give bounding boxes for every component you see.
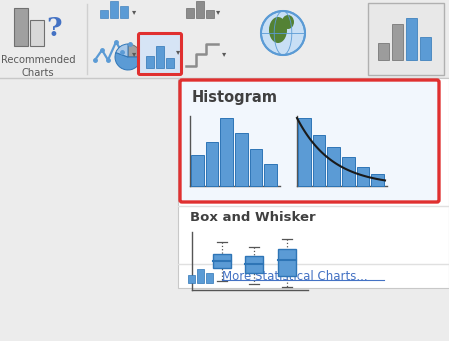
Bar	[197, 269, 204, 283]
Bar	[406, 18, 417, 60]
Bar	[178, 78, 449, 288]
Bar	[206, 273, 213, 283]
Text: ▾: ▾	[216, 8, 220, 16]
Text: Histogram: Histogram	[192, 90, 278, 105]
Text: ▾: ▾	[176, 47, 180, 57]
Circle shape	[261, 11, 305, 55]
Bar	[191, 155, 204, 186]
Bar	[420, 37, 431, 60]
Text: More Statistical Charts...: More Statistical Charts...	[222, 269, 368, 282]
Bar	[313, 135, 326, 186]
Wedge shape	[116, 44, 128, 57]
Text: ▾: ▾	[222, 49, 226, 59]
Bar	[378, 43, 389, 60]
Bar	[0, 0, 449, 78]
Bar	[30, 20, 44, 46]
Text: ▾: ▾	[132, 8, 136, 16]
Bar	[327, 147, 340, 186]
FancyBboxPatch shape	[138, 33, 181, 74]
Bar	[368, 3, 444, 75]
FancyBboxPatch shape	[180, 80, 439, 202]
Bar	[110, 1, 118, 18]
Bar	[357, 167, 370, 186]
Text: ▾: ▾	[132, 49, 136, 59]
Bar	[220, 118, 233, 186]
Bar	[120, 6, 128, 18]
Text: ?: ?	[46, 15, 62, 41]
Ellipse shape	[269, 17, 287, 43]
Bar	[371, 174, 384, 186]
Wedge shape	[128, 44, 141, 57]
Ellipse shape	[282, 15, 294, 29]
Bar	[156, 46, 164, 68]
Bar	[342, 158, 355, 186]
Bar	[100, 10, 108, 18]
Bar	[196, 1, 204, 18]
Bar	[235, 133, 248, 186]
Bar	[188, 275, 195, 283]
Bar	[166, 58, 174, 68]
Bar	[245, 256, 263, 272]
Text: Recommended
Charts: Recommended Charts	[1, 55, 75, 78]
Bar	[14, 8, 28, 46]
Text: Box and Whisker: Box and Whisker	[190, 211, 316, 224]
Text: ▾: ▾	[141, 53, 145, 61]
Bar	[146, 56, 154, 68]
Bar	[186, 8, 194, 18]
Bar	[298, 118, 311, 186]
Bar	[250, 149, 262, 186]
Bar	[206, 142, 218, 186]
Bar	[278, 249, 296, 276]
Bar	[206, 10, 214, 18]
Bar	[213, 254, 231, 268]
Wedge shape	[115, 53, 141, 70]
Bar	[264, 164, 277, 186]
Bar	[392, 24, 403, 60]
